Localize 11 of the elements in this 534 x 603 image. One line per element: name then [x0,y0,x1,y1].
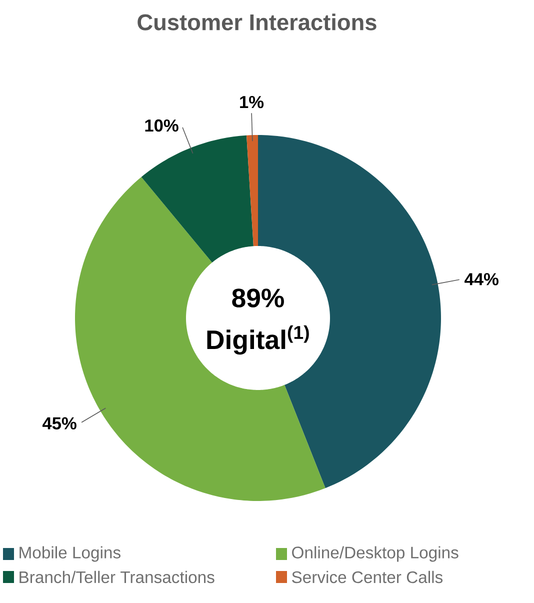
data-label: 44% [464,273,498,286]
chart-title: Customer Interactions [138,14,376,30]
text: 89% [232,288,284,308]
legend-label: Service Center Calls [292,570,443,584]
text: Digital$^{(1)}$ [207,325,309,355]
legend-label: Branch/Teller Transactions [20,570,214,584]
data-label: 10% [145,119,178,132]
data-label: 1% [240,96,264,108]
legend-label: Mobile Logins [20,546,120,562]
data-label: 45% [42,417,76,430]
legend-label: Online/Desktop Logins [292,546,458,562]
